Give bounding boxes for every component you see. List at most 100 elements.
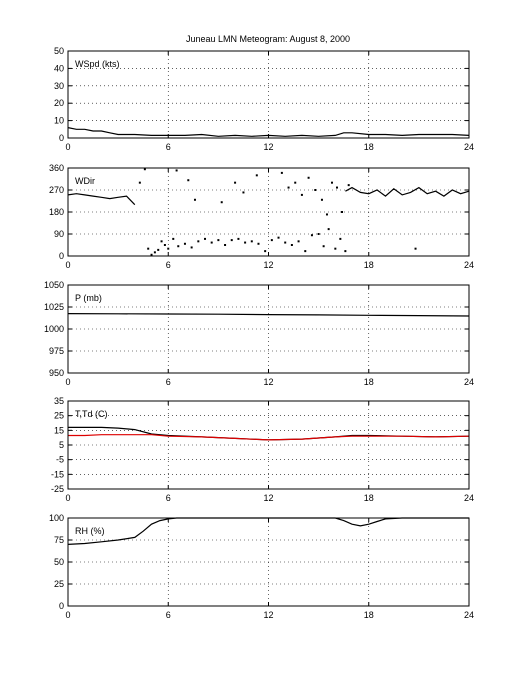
data-point — [157, 248, 160, 251]
panel-label: T,Td (C) — [75, 409, 108, 419]
data-point — [327, 228, 330, 231]
panel-2: 0 6 12 18 24 950 975 1000 1025 1050 P (mb) — [44, 280, 474, 387]
x-tick-label: 0 — [65, 377, 70, 387]
x-tick-label: 6 — [166, 610, 171, 620]
panel-3: 0 6 12 18 24 -25 -15 -5 5 15 25 35 T,Td (C) — [51, 396, 474, 503]
y-tick-label: 90 — [54, 229, 64, 239]
y-tick-label: 0 — [59, 133, 64, 143]
data-point — [277, 236, 280, 239]
data-point — [234, 181, 237, 184]
data-point — [280, 171, 283, 174]
data-point — [175, 169, 178, 172]
y-tick-label: 950 — [49, 368, 64, 378]
data-point — [310, 234, 313, 237]
x-tick-label: 18 — [364, 610, 374, 620]
data-point — [230, 239, 233, 242]
data-point — [300, 193, 303, 196]
y-tick-label: 100 — [49, 513, 64, 523]
x-tick-label: 0 — [65, 260, 70, 270]
data-point — [187, 179, 190, 182]
x-tick-label: 6 — [166, 493, 171, 503]
x-tick-label: 12 — [263, 610, 273, 620]
data-point — [197, 240, 200, 243]
data-point — [336, 186, 339, 189]
data-point — [204, 237, 207, 240]
y-tick-label: 25 — [54, 411, 64, 421]
x-tick-label: 6 — [166, 260, 171, 270]
series-line — [345, 186, 470, 197]
x-tick-label: 24 — [464, 377, 474, 387]
y-tick-label: 20 — [54, 98, 64, 108]
y-tick-label: 0 — [59, 601, 64, 611]
data-point — [325, 213, 328, 216]
data-point — [242, 191, 245, 194]
y-tick-label: 1000 — [44, 324, 64, 334]
panel-label: WDir — [75, 176, 95, 186]
figure-title: Juneau LMN Meteogram: August 8, 2000 — [186, 34, 350, 44]
x-tick-label: 18 — [364, 260, 374, 270]
y-tick-label: 5 — [59, 440, 64, 450]
series-line — [68, 434, 470, 441]
data-point — [147, 247, 150, 250]
x-tick-label: 12 — [263, 260, 273, 270]
data-point — [193, 198, 196, 201]
data-point — [257, 242, 260, 245]
y-tick-label: 0 — [59, 251, 64, 261]
data-point — [297, 240, 300, 243]
data-point — [220, 201, 223, 204]
y-tick-label: 30 — [54, 81, 64, 91]
data-point — [264, 250, 267, 253]
y-tick-label: 1025 — [44, 302, 64, 312]
panel-label: WSpd (kts) — [75, 59, 120, 69]
axes-frame — [67, 50, 470, 139]
x-tick-label: 24 — [464, 260, 474, 270]
x-tick-label: 6 — [166, 142, 171, 152]
panel-label: RH (%) — [75, 526, 105, 536]
data-point — [290, 244, 293, 246]
y-tick-label: 360 — [49, 163, 64, 173]
y-tick-label: 35 — [54, 396, 64, 406]
data-point — [244, 241, 247, 244]
data-point — [172, 237, 175, 240]
y-tick-label: 10 — [54, 116, 64, 126]
data-point — [341, 211, 344, 213]
y-tick-label: 1050 — [44, 280, 64, 290]
series-line — [67, 127, 470, 137]
x-tick-label: 12 — [263, 377, 273, 387]
data-point — [344, 250, 347, 253]
data-point — [217, 239, 220, 242]
data-point — [210, 241, 213, 244]
data-point — [287, 186, 290, 189]
data-point — [314, 189, 317, 191]
data-point — [255, 174, 258, 177]
x-tick-label: 24 — [464, 142, 474, 152]
data-point — [320, 198, 323, 201]
data-point — [307, 176, 310, 179]
data-point — [317, 233, 320, 235]
series-points — [138, 168, 347, 256]
data-point — [339, 237, 342, 240]
data-point — [304, 250, 307, 253]
series-line — [67, 313, 470, 317]
data-point — [347, 184, 350, 187]
y-tick-label: 75 — [54, 535, 64, 545]
panel-label: P (mb) — [75, 293, 102, 303]
x-tick-label: 24 — [464, 493, 474, 503]
x-tick-label: 18 — [364, 493, 374, 503]
x-tick-label: 0 — [65, 493, 70, 503]
data-point — [190, 246, 193, 249]
data-point — [138, 181, 141, 184]
data-point — [270, 239, 273, 242]
y-tick-label: 50 — [54, 46, 64, 56]
panel-4: 0 6 12 18 24 0 25 50 75 100 RH (%) — [49, 513, 474, 620]
data-point — [143, 168, 146, 171]
y-tick-label: 975 — [49, 346, 64, 356]
data-point — [237, 237, 240, 240]
data-point — [167, 247, 170, 250]
x-tick-label: 12 — [263, 493, 273, 503]
data-point — [153, 251, 156, 254]
series-line — [67, 193, 136, 206]
y-tick-label: 50 — [54, 557, 64, 567]
